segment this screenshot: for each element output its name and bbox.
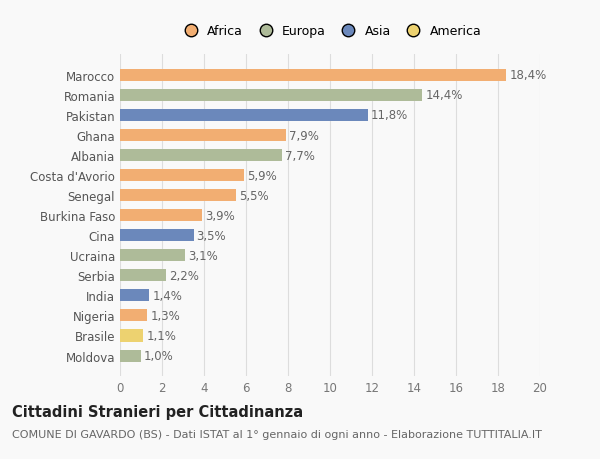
Text: 1,1%: 1,1% bbox=[146, 329, 176, 342]
Text: 3,1%: 3,1% bbox=[188, 249, 218, 262]
Text: 1,4%: 1,4% bbox=[152, 289, 182, 302]
Text: 2,2%: 2,2% bbox=[169, 269, 199, 282]
Bar bbox=[120, 230, 193, 242]
Text: 7,7%: 7,7% bbox=[285, 149, 315, 162]
Text: 5,5%: 5,5% bbox=[239, 189, 268, 202]
Bar bbox=[120, 250, 185, 262]
Legend: Africa, Europa, Asia, America: Africa, Europa, Asia, America bbox=[176, 23, 484, 41]
Bar bbox=[120, 70, 506, 82]
Bar bbox=[120, 190, 235, 202]
Bar bbox=[120, 270, 166, 282]
Text: 18,4%: 18,4% bbox=[509, 69, 547, 82]
Text: 7,9%: 7,9% bbox=[289, 129, 319, 142]
Text: 11,8%: 11,8% bbox=[371, 109, 408, 122]
Bar bbox=[120, 110, 368, 122]
Text: Cittadini Stranieri per Cittadinanza: Cittadini Stranieri per Cittadinanza bbox=[12, 404, 303, 419]
Text: COMUNE DI GAVARDO (BS) - Dati ISTAT al 1° gennaio di ogni anno - Elaborazione TU: COMUNE DI GAVARDO (BS) - Dati ISTAT al 1… bbox=[12, 429, 542, 439]
Bar bbox=[120, 330, 143, 342]
Bar bbox=[120, 150, 282, 162]
Bar bbox=[120, 90, 422, 102]
Bar bbox=[120, 170, 244, 182]
Text: 14,4%: 14,4% bbox=[425, 89, 463, 102]
Bar bbox=[120, 290, 149, 302]
Text: 3,9%: 3,9% bbox=[205, 209, 235, 222]
Bar bbox=[120, 130, 286, 142]
Bar bbox=[120, 350, 141, 362]
Bar bbox=[120, 210, 202, 222]
Bar bbox=[120, 310, 148, 322]
Text: 3,5%: 3,5% bbox=[197, 229, 226, 242]
Text: 1,0%: 1,0% bbox=[144, 349, 174, 362]
Text: 5,9%: 5,9% bbox=[247, 169, 277, 182]
Text: 1,3%: 1,3% bbox=[151, 309, 180, 322]
